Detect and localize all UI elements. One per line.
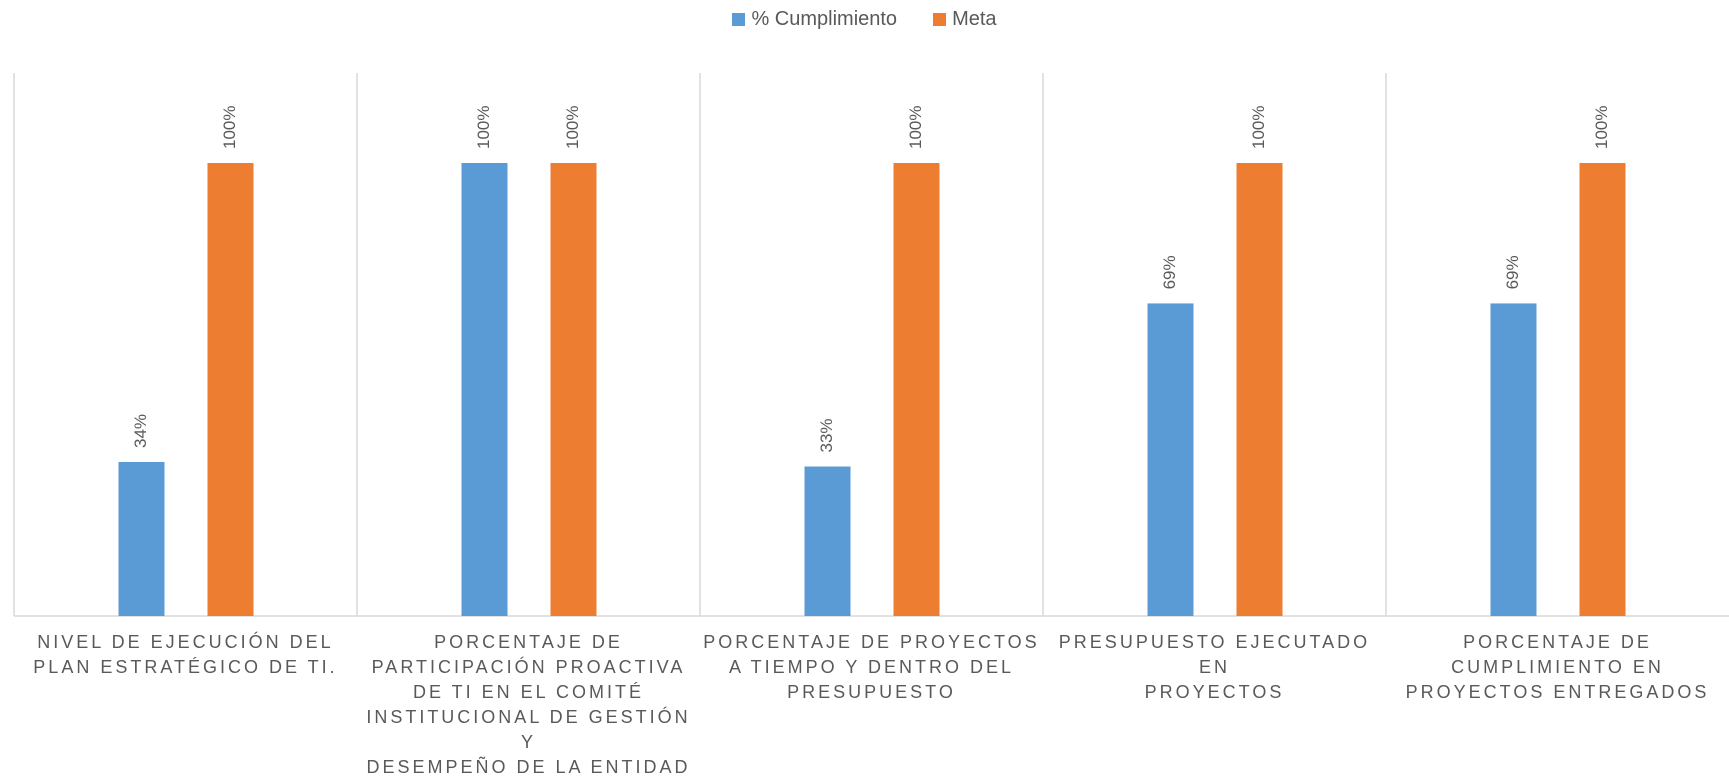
legend-item-cumplimiento: % Cumplimiento bbox=[732, 8, 897, 31]
bar-cumplimiento-1 bbox=[461, 163, 508, 616]
data-label-meta-1: 100% bbox=[563, 106, 582, 149]
category-label-line: NIVEL DE EJECUCIÓN DEL bbox=[37, 632, 334, 652]
category-label-line: PROYECTOS ENTREGADOS bbox=[1405, 682, 1710, 702]
bar-meta-4 bbox=[1579, 163, 1626, 616]
category-label-line: PRESUPUESTO EJECUTADO EN bbox=[1058, 632, 1371, 677]
category-label-line: PLAN ESTRATÉGICO DE TI. bbox=[33, 657, 338, 677]
bar-meta-2 bbox=[893, 163, 940, 616]
data-label-meta-3: 100% bbox=[1249, 106, 1268, 149]
legend-label-cumplimiento: % Cumplimiento bbox=[751, 8, 898, 30]
chart: % Cumplimiento Meta 34% 100% 33% 69% 69% 100%… bbox=[0, 8, 1729, 777]
bar-meta-0 bbox=[207, 163, 254, 616]
data-label-cumplimiento-0: 34% bbox=[131, 414, 150, 448]
bar-cumplimiento-3 bbox=[1147, 303, 1194, 616]
data-label-meta-4: 100% bbox=[1592, 106, 1611, 149]
bar-cumplimiento-4 bbox=[1490, 303, 1537, 616]
legend: % Cumplimiento Meta bbox=[0, 8, 1729, 31]
bar-cumplimiento-2 bbox=[804, 466, 851, 616]
data-label-cumplimiento-1: 100% bbox=[474, 106, 493, 149]
legend-item-meta: Meta bbox=[933, 8, 997, 31]
data-label-meta-2: 100% bbox=[906, 106, 925, 149]
plot-area: 34% 100% 33% 69% 69% 100% 100% 100% 100% 100% bbox=[13, 73, 1729, 617]
legend-label-meta: Meta bbox=[952, 8, 997, 30]
category-label-line: PROYECTOS bbox=[1144, 682, 1285, 702]
category-label-line: CUMPLIMIENTO EN bbox=[1451, 657, 1664, 677]
category-label-line: PORCENTAJE DE bbox=[1463, 632, 1652, 652]
legend-swatch-cumplimiento bbox=[732, 13, 746, 26]
data-label-meta-0: 100% bbox=[220, 106, 239, 149]
category-label-line: PORCENTAJE DE PROYECTOS bbox=[703, 632, 1040, 652]
category-label-line: INSTITUCIONAL DE GESTIÓN Y bbox=[366, 707, 691, 752]
category-label-2: PORCENTAJE DE PROYECTOS A TIEMPO Y DENTRO… bbox=[700, 630, 1043, 705]
bar-cumplimiento-0 bbox=[118, 461, 165, 616]
bar-meta-1 bbox=[550, 163, 597, 616]
data-label-cumplimiento-4: 69% bbox=[1503, 255, 1522, 289]
data-label-cumplimiento-2: 33% bbox=[817, 418, 836, 452]
category-label-0: NIVEL DE EJECUCIÓN DEL PLAN ESTRATÉGICO D… bbox=[14, 630, 357, 680]
legend-swatch-meta bbox=[933, 13, 947, 26]
category-label-line: A TIEMPO Y DENTRO DEL bbox=[728, 657, 1015, 677]
category-label-line: DESEMPEÑO DE LA ENTIDAD bbox=[366, 757, 691, 777]
category-label-line: PARTICIPACIÓN PROACTIVA bbox=[371, 657, 686, 677]
data-label-cumplimiento-3: 69% bbox=[1160, 255, 1179, 289]
bar-meta-3 bbox=[1236, 163, 1283, 616]
category-label-4: PORCENTAJE DE CUMPLIMIENTO EN PROYECTOS EN… bbox=[1386, 630, 1729, 705]
category-label-line: PRESUPUESTO bbox=[787, 682, 956, 702]
category-label-3: PRESUPUESTO EJECUTADO EN PROYECTOS bbox=[1043, 630, 1386, 705]
category-label-line: DE TI EN EL COMITÉ bbox=[412, 682, 645, 702]
category-label-line: PORCENTAJE DE bbox=[434, 632, 623, 652]
